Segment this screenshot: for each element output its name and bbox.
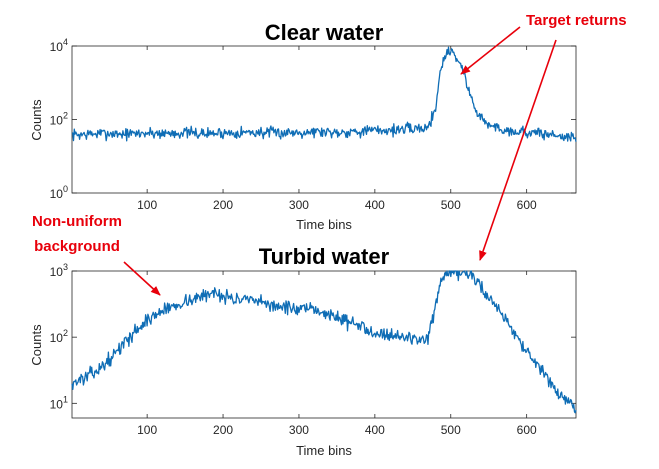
turbid-series-line xyxy=(71,270,577,414)
clear-title: Clear water xyxy=(265,20,384,45)
clear-water-panel: Clear water 100 200 300 400 500 600 100 102 104… xyxy=(29,20,577,232)
turbid-y-tick-label: 102 xyxy=(50,328,68,345)
turbid-y-label: Counts xyxy=(29,324,44,366)
turbid-y-tick-label: 101 xyxy=(50,394,68,411)
turbid-x-tick-label: 400 xyxy=(365,423,385,437)
clear-plot-box xyxy=(71,45,577,194)
clear-series-line xyxy=(71,46,577,142)
turbid-x-tick-label: 500 xyxy=(441,423,461,437)
clear-x-tick-label: 400 xyxy=(365,198,385,212)
turbid-x-tick-label: 100 xyxy=(137,423,157,437)
background-label-line2: background xyxy=(34,238,120,255)
turbid-plot-box xyxy=(71,270,577,419)
clear-y-tick-label: 104 xyxy=(50,37,68,54)
clear-y-tick-label: 100 xyxy=(50,184,68,201)
clear-x-tick-label: 100 xyxy=(137,198,157,212)
clear-x-tick-label: 500 xyxy=(441,198,461,212)
turbid-x-tick-label: 600 xyxy=(517,423,537,437)
target-arrow-bottom xyxy=(479,39,557,261)
clear-x-tick-label: 600 xyxy=(517,198,537,212)
turbid-x-label: Time bins xyxy=(296,443,352,458)
background-label-line1: Non-uniform xyxy=(32,213,122,230)
clear-x-label: Time bins xyxy=(296,217,352,232)
target-returns-label: Target returns xyxy=(526,12,627,29)
clear-y-label: Counts xyxy=(29,99,44,141)
turbid-x-tick-label: 200 xyxy=(213,423,233,437)
clear-x-ticks: 100 200 300 400 500 600 xyxy=(137,46,537,212)
clear-y-tick-label: 102 xyxy=(50,111,68,128)
turbid-water-panel: Turbid water 100 200 300 400 500 600 10110210… xyxy=(29,244,577,458)
background-arrow xyxy=(123,261,161,296)
turbid-y-ticks: 101 102 103 xyxy=(50,262,576,411)
clear-x-tick-label: 300 xyxy=(289,198,309,212)
turbid-y-tick-label: 103 xyxy=(50,262,68,279)
turbid-x-ticks: 100 200 300 400 500 600 xyxy=(137,271,537,437)
target-arrow-top xyxy=(460,26,521,75)
clear-y-ticks: 100 102 104 xyxy=(50,37,576,201)
clear-x-tick-label: 200 xyxy=(213,198,233,212)
turbid-x-tick-label: 300 xyxy=(289,423,309,437)
turbid-title: Turbid water xyxy=(259,244,390,269)
